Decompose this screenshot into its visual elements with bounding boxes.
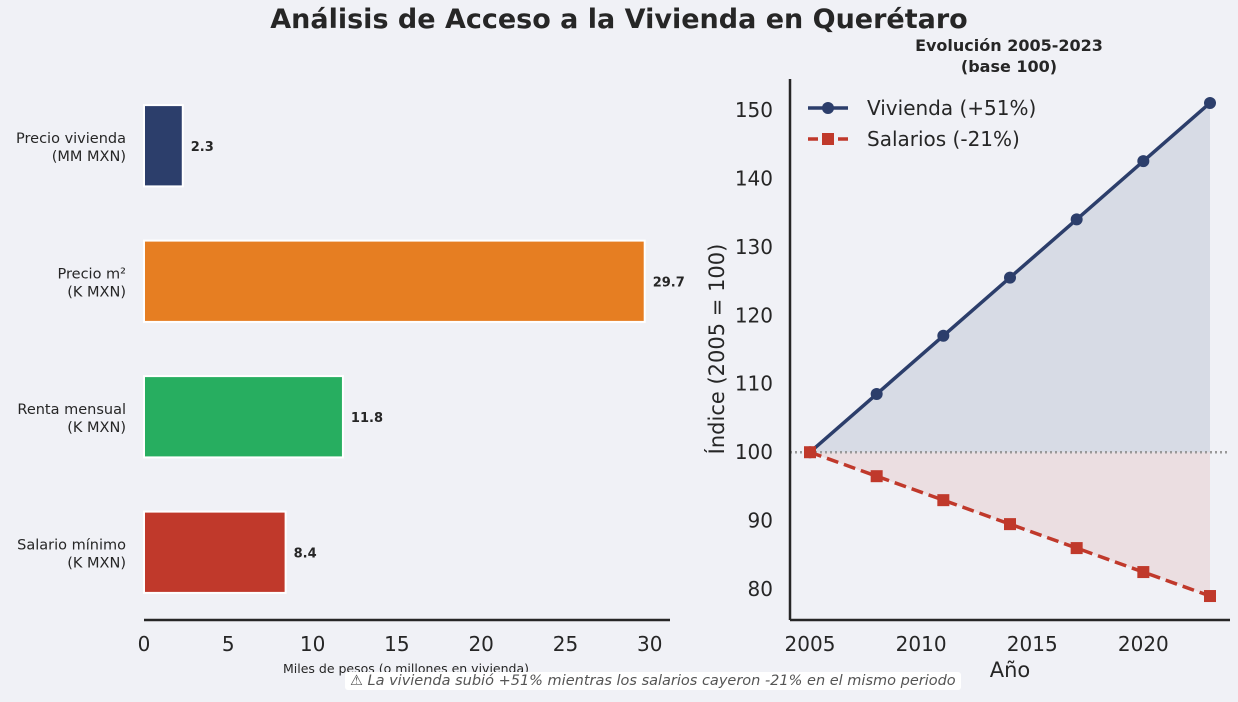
legend-label: Salarios (-21%) xyxy=(867,127,1020,151)
data-point xyxy=(870,470,883,483)
category-label: Renta mensual (K MXN) xyxy=(17,402,126,436)
x-tick-label: 2005 xyxy=(785,632,836,656)
x-axis-label: Año xyxy=(990,658,1031,682)
y-tick-label: 100 xyxy=(735,440,773,464)
y-tick-label: 120 xyxy=(735,303,773,327)
data-point xyxy=(1070,213,1083,226)
data-point xyxy=(937,329,950,342)
category-label: Precio m² (K MXN) xyxy=(58,266,126,300)
footnote: ⚠ La vivienda subió +51% mientras los sa… xyxy=(345,672,961,690)
legend-marker xyxy=(822,102,834,114)
data-point xyxy=(1204,96,1216,109)
y-tick-label: 110 xyxy=(735,372,773,396)
y-tick-label: 90 xyxy=(748,509,773,533)
bar-value-label: 11.8 xyxy=(351,411,383,426)
x-tick-label: 20 xyxy=(468,632,493,656)
bar-2 xyxy=(143,375,344,459)
x-tick-label: 30 xyxy=(637,632,662,656)
data-point xyxy=(937,494,950,507)
legend-marker xyxy=(822,133,834,145)
x-tick-label: 15 xyxy=(384,632,409,656)
x-tick-label: 2015 xyxy=(1007,632,1058,656)
bar-chart: 2.3 Precio vivienda (MM MXN) 29.7 Precio m²(… xyxy=(16,104,685,676)
data-point xyxy=(1004,271,1016,284)
bar-0 xyxy=(143,104,184,188)
data-point xyxy=(1137,566,1150,579)
category-label: Precio vivienda (MM MXN) xyxy=(16,131,126,165)
x-tick-label: 2020 xyxy=(1118,632,1169,656)
data-point xyxy=(870,388,883,401)
x-tick-label: 10 xyxy=(300,632,325,656)
x-tick-label: 2010 xyxy=(896,632,947,656)
data-point xyxy=(1204,590,1216,603)
data-point xyxy=(804,446,816,459)
bar-value-label: 8.4 xyxy=(294,546,317,561)
y-tick-label: 150 xyxy=(735,98,773,122)
bar-value-label: 29.7 xyxy=(653,275,685,290)
subplot-title: Evolución 2005-2023 (base 100) xyxy=(915,36,1103,76)
data-point xyxy=(1137,155,1150,168)
y-tick-label: 140 xyxy=(735,166,773,190)
bar-1 xyxy=(143,239,646,323)
line-chart: 80 90 100 110 120 130 140 150 2005 2010 2015 2020 Añ… xyxy=(704,36,1230,682)
y-axis-label: Índice (2005 = 100) xyxy=(704,244,729,455)
x-tick-label: 0 xyxy=(138,632,151,656)
x-tick-label: 25 xyxy=(553,632,578,656)
x-tick-label: 5 xyxy=(222,632,235,656)
category-label: Salario mínimo (K MXN) xyxy=(17,537,126,571)
data-point xyxy=(1070,542,1083,555)
legend-label: Vivienda (+51%) xyxy=(867,96,1036,120)
bar-value-label: 2.3 xyxy=(191,140,214,155)
chart-title: Análisis de Acceso a la Vivienda en Quer… xyxy=(270,4,968,35)
data-point xyxy=(1004,518,1016,531)
y-tick-label: 130 xyxy=(735,235,773,259)
y-tick-label: 80 xyxy=(748,577,773,601)
bar-3 xyxy=(143,510,287,594)
